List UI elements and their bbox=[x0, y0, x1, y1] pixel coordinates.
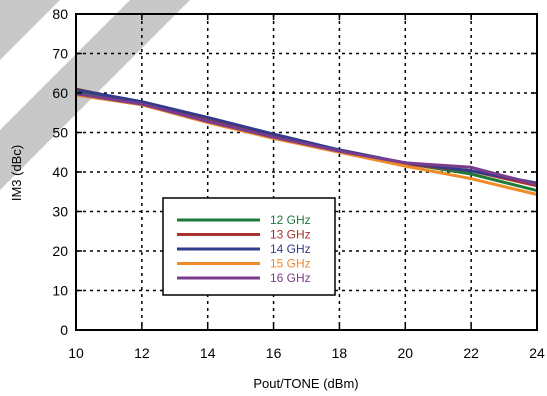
y-axis-title: IM3 (dBc) bbox=[9, 145, 24, 201]
x-tick-label: 16 bbox=[266, 345, 282, 361]
y-tick-label: 20 bbox=[52, 243, 68, 259]
legend-label: 16 GHz bbox=[270, 271, 311, 285]
x-tick-label: 24 bbox=[529, 345, 545, 361]
y-tick-label: 50 bbox=[52, 125, 68, 141]
y-tick-label: 10 bbox=[52, 283, 68, 299]
x-axis-title: Pout/TONE (dBm) bbox=[253, 376, 358, 391]
y-tick-label: 40 bbox=[52, 164, 68, 180]
y-tick-label: 80 bbox=[52, 6, 68, 22]
legend-label: 15 GHz bbox=[270, 257, 311, 271]
y-tick-label: 0 bbox=[60, 322, 68, 338]
legend-label: 14 GHz bbox=[270, 242, 311, 256]
x-tick-label: 10 bbox=[68, 345, 84, 361]
legend-label: 12 GHz bbox=[270, 213, 311, 227]
x-tick-label: 18 bbox=[332, 345, 348, 361]
y-tick-label: 30 bbox=[52, 204, 68, 220]
legend-label: 13 GHz bbox=[270, 228, 311, 242]
x-tick-label: 12 bbox=[134, 345, 150, 361]
x-tick-label: 22 bbox=[463, 345, 479, 361]
x-tick-label: 14 bbox=[200, 345, 216, 361]
series-line-16-ghz bbox=[75, 92, 538, 187]
series-lines bbox=[75, 87, 538, 196]
x-tick-label: 20 bbox=[397, 345, 413, 361]
y-tick-label: 70 bbox=[52, 46, 68, 62]
series-line-14-ghz bbox=[75, 88, 538, 185]
y-tick-label: 60 bbox=[52, 85, 68, 101]
